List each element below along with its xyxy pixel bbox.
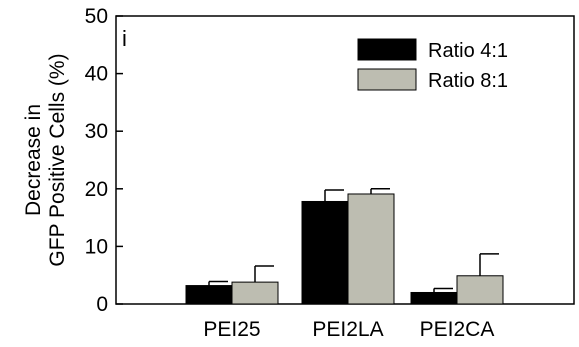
- y-tick-label-10: 10: [85, 235, 108, 258]
- legend-label-ratio-8-1: Ratio 8:1: [428, 70, 508, 92]
- bar-pei25-ratio-4-1: [185, 285, 233, 305]
- y-axis-ticks: 0 10 20 30 40 50: [85, 5, 123, 316]
- y-tick-label-40: 40: [85, 63, 108, 86]
- bar-pei2la-ratio-8-1: [347, 193, 395, 305]
- legend-label-ratio-4-1: Ratio 4:1: [428, 40, 508, 62]
- panel-label: i: [122, 26, 127, 51]
- bar-pei2ca-ratio-4-1: [410, 291, 458, 305]
- x-label-pei2ca: PEI2CA: [420, 318, 495, 341]
- x-label-pei2la: PEI2LA: [312, 318, 383, 341]
- bars-group: [185, 188, 504, 305]
- legend-swatch-ratio-8-1: [357, 68, 417, 91]
- y-tick-label-50: 50: [85, 5, 108, 28]
- legend-swatch-ratio-4-1: [357, 38, 417, 61]
- y-axis-title-line1: Decrease in: [22, 104, 45, 216]
- legend: Ratio 4:1 Ratio 8:1: [357, 38, 508, 92]
- bar-pei2la-ratio-4-1: [301, 200, 349, 305]
- bar-pei25-ratio-8-1: [231, 281, 279, 305]
- y-tick-label-0: 0: [96, 293, 108, 316]
- y-tick-label-30: 30: [85, 120, 108, 143]
- y-axis-title-line2: GFP Positive Cells (%): [46, 53, 69, 266]
- y-tick-label-20: 20: [85, 178, 108, 201]
- bar-pei2ca-ratio-8-1: [456, 275, 504, 305]
- x-axis-labels: PEI25 PEI2LA PEI2CA: [203, 318, 494, 341]
- x-label-pei25: PEI25: [203, 318, 260, 341]
